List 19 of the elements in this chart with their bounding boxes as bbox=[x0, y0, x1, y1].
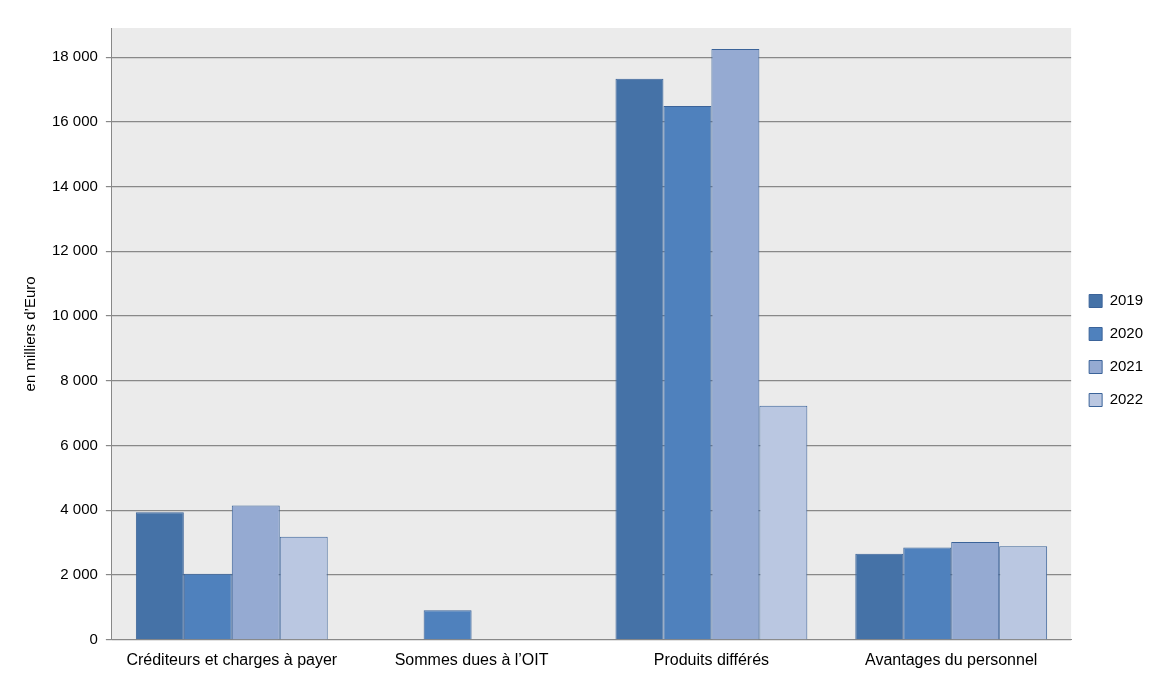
legend-label: 2022 bbox=[1109, 390, 1144, 408]
y-tick-label: 6 000 bbox=[60, 435, 98, 453]
y-tick-label: 4 000 bbox=[60, 500, 98, 518]
x-tick-label: Avantages du personnel bbox=[865, 650, 1038, 668]
y-tick-label: 0 bbox=[89, 629, 98, 647]
x-tick-label: Sommes dues à l’OIT bbox=[394, 650, 549, 668]
y-tick-label: 10 000 bbox=[51, 306, 98, 324]
legend-label: 2021 bbox=[1109, 357, 1144, 375]
y-tick-label: 12 000 bbox=[51, 241, 98, 259]
x-tick-label: Créditeurs et charges à payer bbox=[126, 650, 338, 668]
y-tick-label: 14 000 bbox=[51, 176, 98, 194]
y-tick-label: 2 000 bbox=[60, 565, 98, 583]
legend-label: 2019 bbox=[1109, 291, 1144, 309]
y-tick-label: 18 000 bbox=[51, 47, 98, 65]
x-tick-label: Produits différés bbox=[653, 650, 770, 668]
legend-label: 2020 bbox=[1109, 324, 1144, 342]
y-tick-label: 8 000 bbox=[60, 370, 98, 388]
y-tick-label: 16 000 bbox=[51, 112, 98, 130]
y-axis-title: en milliers d’Euro bbox=[21, 276, 39, 392]
